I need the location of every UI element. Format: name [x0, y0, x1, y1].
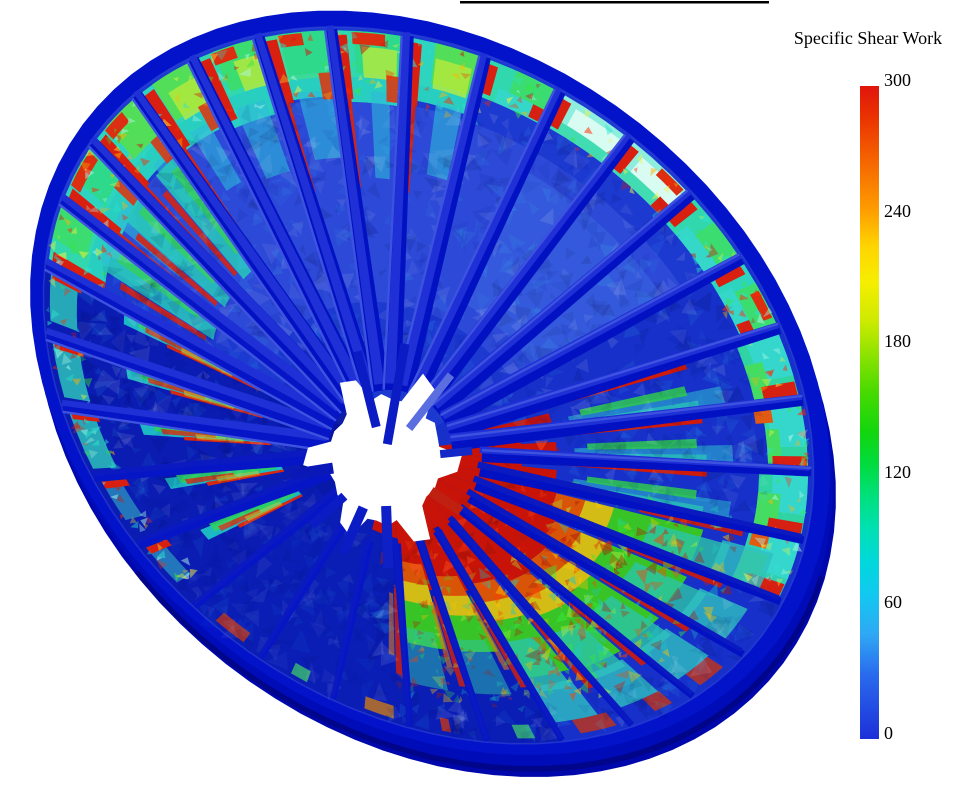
svg-text:Specific Shear Work: Specific Shear Work	[794, 28, 942, 48]
svg-text:300: 300	[884, 70, 911, 90]
svg-text:240: 240	[884, 201, 911, 221]
svg-text:120: 120	[884, 462, 911, 482]
svg-text:180: 180	[884, 331, 911, 351]
svg-text:60: 60	[884, 592, 902, 612]
svg-text:0: 0	[884, 723, 893, 743]
